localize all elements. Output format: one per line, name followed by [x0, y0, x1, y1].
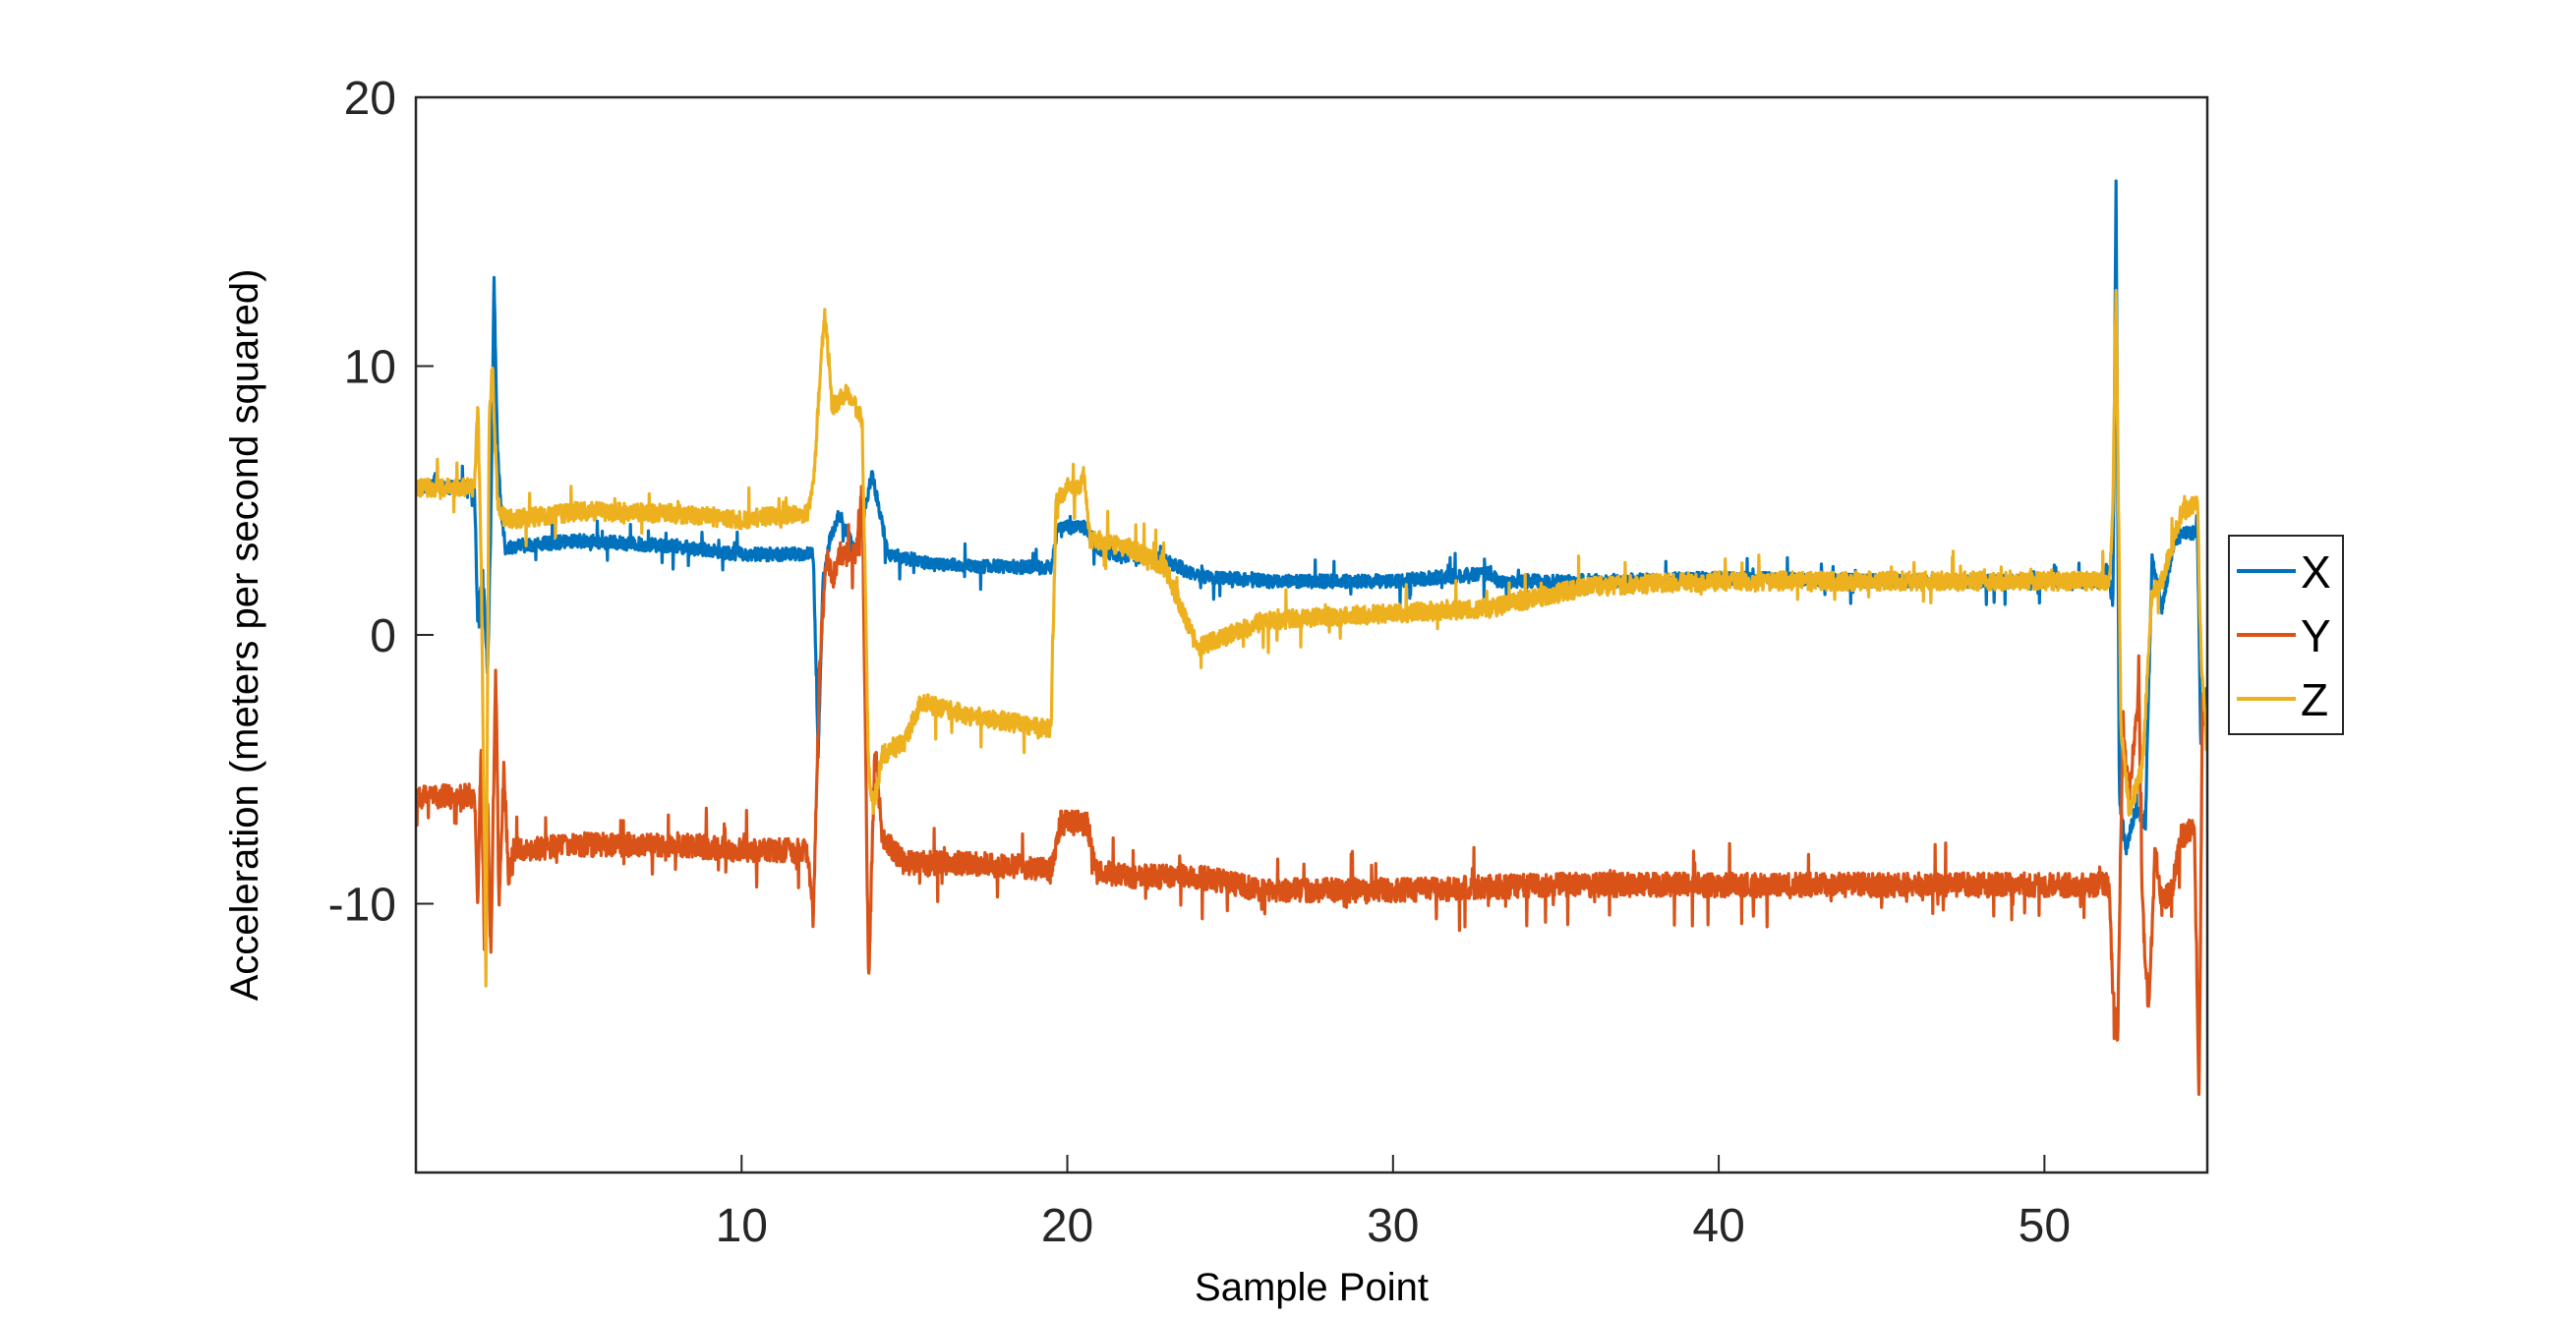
x-tick-label: 20 — [1041, 1200, 1093, 1252]
x-tick-label: 50 — [2019, 1200, 2071, 1252]
series-line-z — [416, 289, 2207, 988]
y-tick-label: 20 — [344, 73, 396, 125]
y-tick-label: 0 — [370, 610, 396, 662]
legend-label-y: Y — [2301, 610, 2331, 661]
plot-area — [416, 179, 2207, 1097]
legend-label-x: X — [2301, 546, 2331, 598]
legend-label-z: Z — [2301, 674, 2328, 725]
x-tick-label: 10 — [716, 1200, 768, 1252]
y-tick-label: -10 — [328, 880, 396, 932]
x-tick-label: 30 — [1367, 1200, 1419, 1252]
x-tick-label: 40 — [1692, 1200, 1744, 1252]
x-axis: 10 20 30 40 50 — [716, 1155, 2071, 1252]
legend: X Y Z — [2228, 535, 2344, 735]
x-axis-label: Sample Point — [1195, 1266, 1429, 1309]
y-axis-label: Acceleration (meters per second squared) — [223, 269, 266, 1002]
y-axis: -10 0 10 20 — [328, 73, 434, 932]
y-tick-label: 10 — [344, 342, 396, 394]
series-line-y — [416, 485, 2207, 1097]
series-layer — [416, 179, 2207, 1097]
